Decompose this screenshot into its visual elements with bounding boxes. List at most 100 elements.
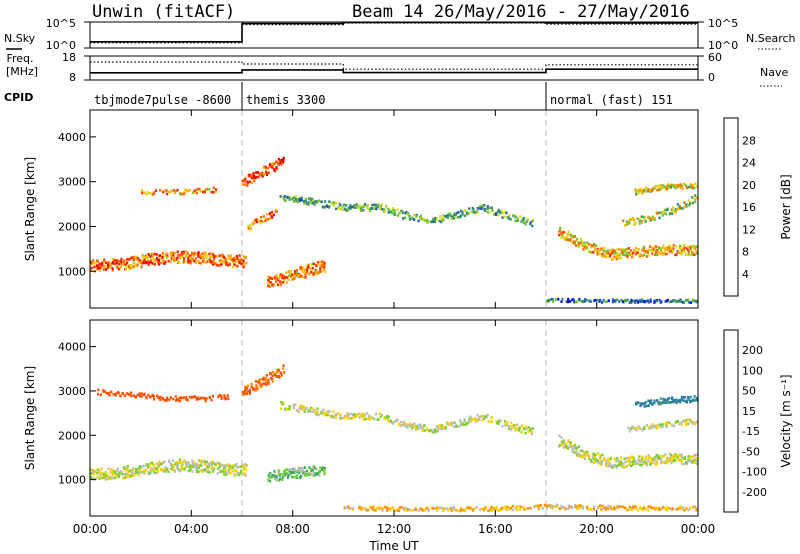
range-gate-cell: [655, 455, 658, 459]
range-gate-cell: [205, 397, 208, 400]
range-gate-cell: [683, 396, 686, 399]
range-gate-cell: [670, 453, 673, 457]
range-gate-cell: [675, 401, 678, 405]
range-gate-cell: [427, 220, 430, 223]
range-gate-cell: [328, 200, 331, 203]
range-gate-cell: [199, 396, 203, 400]
range-gate-cell: [149, 253, 152, 257]
range-gate-cell: [391, 421, 395, 425]
range-gate-cell: [197, 466, 200, 469]
range-gate-cell: [604, 462, 608, 465]
range-gate-cell: [383, 210, 386, 213]
range-gate-cell: [522, 216, 526, 220]
range-gate-cell: [489, 506, 492, 509]
range-gate-cell: [628, 218, 632, 221]
range-gate-cell: [195, 191, 198, 195]
range-gate-cell: [282, 401, 285, 405]
range-gate-cell: [658, 298, 661, 302]
range-gate-cell: [393, 209, 396, 212]
range-gate-cell: [596, 253, 599, 256]
range-gate-cell: [277, 368, 280, 372]
range-gate-cell: [236, 257, 239, 261]
range-gate-cell: [218, 394, 221, 397]
range-gate-cell: [425, 507, 428, 510]
range-gate-cell: [231, 469, 234, 473]
range-gate-cell: [405, 422, 408, 426]
range-gate-cell: [172, 397, 175, 401]
range-gate-cell: [509, 218, 512, 221]
range-gate-cell: [169, 396, 172, 399]
range-gate-cell: [649, 249, 652, 252]
range-gate-cell: [626, 298, 629, 302]
range-gate-cell: [218, 462, 221, 466]
range-gate-cell: [417, 424, 420, 427]
range-gate-cell: [223, 464, 226, 467]
range-gate-cell: [582, 244, 585, 248]
range-gate-cell: [580, 239, 583, 243]
range-gate-cell: [188, 395, 191, 399]
range-gate-cell: [431, 429, 434, 433]
range-gate-cell: [531, 427, 534, 430]
range-gate-cell: [569, 441, 572, 444]
range-gate-cell: [630, 251, 633, 255]
range-gate-cell: [667, 246, 671, 249]
colorbar-tick-label: 50: [742, 385, 756, 398]
range-gate-cell: [331, 416, 334, 419]
range-gate-cell: [558, 233, 561, 237]
y-tick-label: 4000: [58, 131, 86, 144]
range-gate-cell: [693, 458, 696, 462]
range-gate-cell: [261, 378, 264, 381]
range-gate-cell: [263, 378, 266, 381]
range-gate-cell: [161, 256, 164, 259]
range-gate-cell: [315, 264, 318, 267]
range-gate-cell: [264, 382, 267, 385]
range-gate-cell: [692, 505, 695, 509]
range-gate-cell: [137, 261, 140, 264]
range-gate-cell: [202, 190, 205, 194]
range-gate-cell: [158, 460, 161, 464]
range-gate-cell: [232, 466, 235, 469]
range-gate-cell: [644, 186, 647, 189]
range-gate-cell: [695, 507, 698, 511]
range-gate-cell: [617, 506, 620, 509]
range-gate-cell: [510, 425, 513, 428]
range-gate-cell: [667, 186, 671, 189]
range-gate-cell: [240, 469, 243, 473]
range-gate-cell: [442, 425, 445, 429]
range-gate-cell: [305, 469, 308, 473]
range-gate-cell: [665, 509, 669, 512]
range-gate-cell: [122, 473, 125, 476]
range-gate-cell: [176, 461, 179, 464]
range-gate-cell: [198, 464, 201, 467]
range-gate-cell: [647, 454, 650, 457]
range-gate-cell: [219, 469, 222, 473]
left-tick-label: 8: [69, 71, 76, 84]
range-gate-cell: [666, 461, 669, 465]
range-gate-cell: [351, 508, 355, 511]
range-gate-cell: [264, 219, 267, 222]
range-gate-cell: [558, 434, 561, 438]
range-gate-cell: [208, 252, 211, 256]
range-gate-cell: [282, 364, 285, 367]
range-gate-cell: [368, 208, 371, 211]
range-gate-cell: [182, 396, 185, 399]
range-gate-cell: [360, 209, 363, 212]
range-gate-cell: [434, 217, 437, 220]
range-gate-cell: [573, 235, 576, 238]
colorbar-tick-label: 20: [742, 179, 756, 192]
range-gate-cell: [429, 429, 432, 432]
range-gate-cell: [298, 274, 301, 277]
range-gate-cell: [672, 209, 675, 213]
range-gate-cell: [689, 301, 693, 304]
range-gate-cell: [659, 402, 662, 406]
range-gate-cell: [654, 253, 657, 257]
range-gate-cell: [567, 507, 570, 510]
range-gate-cell: [632, 506, 635, 509]
range-gate-cell: [696, 462, 699, 466]
range-gate-cell: [151, 462, 154, 465]
range-gate-cell: [393, 509, 396, 512]
range-gate-cell: [313, 200, 316, 204]
range-gate-cell: [562, 441, 565, 444]
range-gate-cell: [379, 204, 382, 208]
range-gate-cell: [581, 243, 584, 246]
